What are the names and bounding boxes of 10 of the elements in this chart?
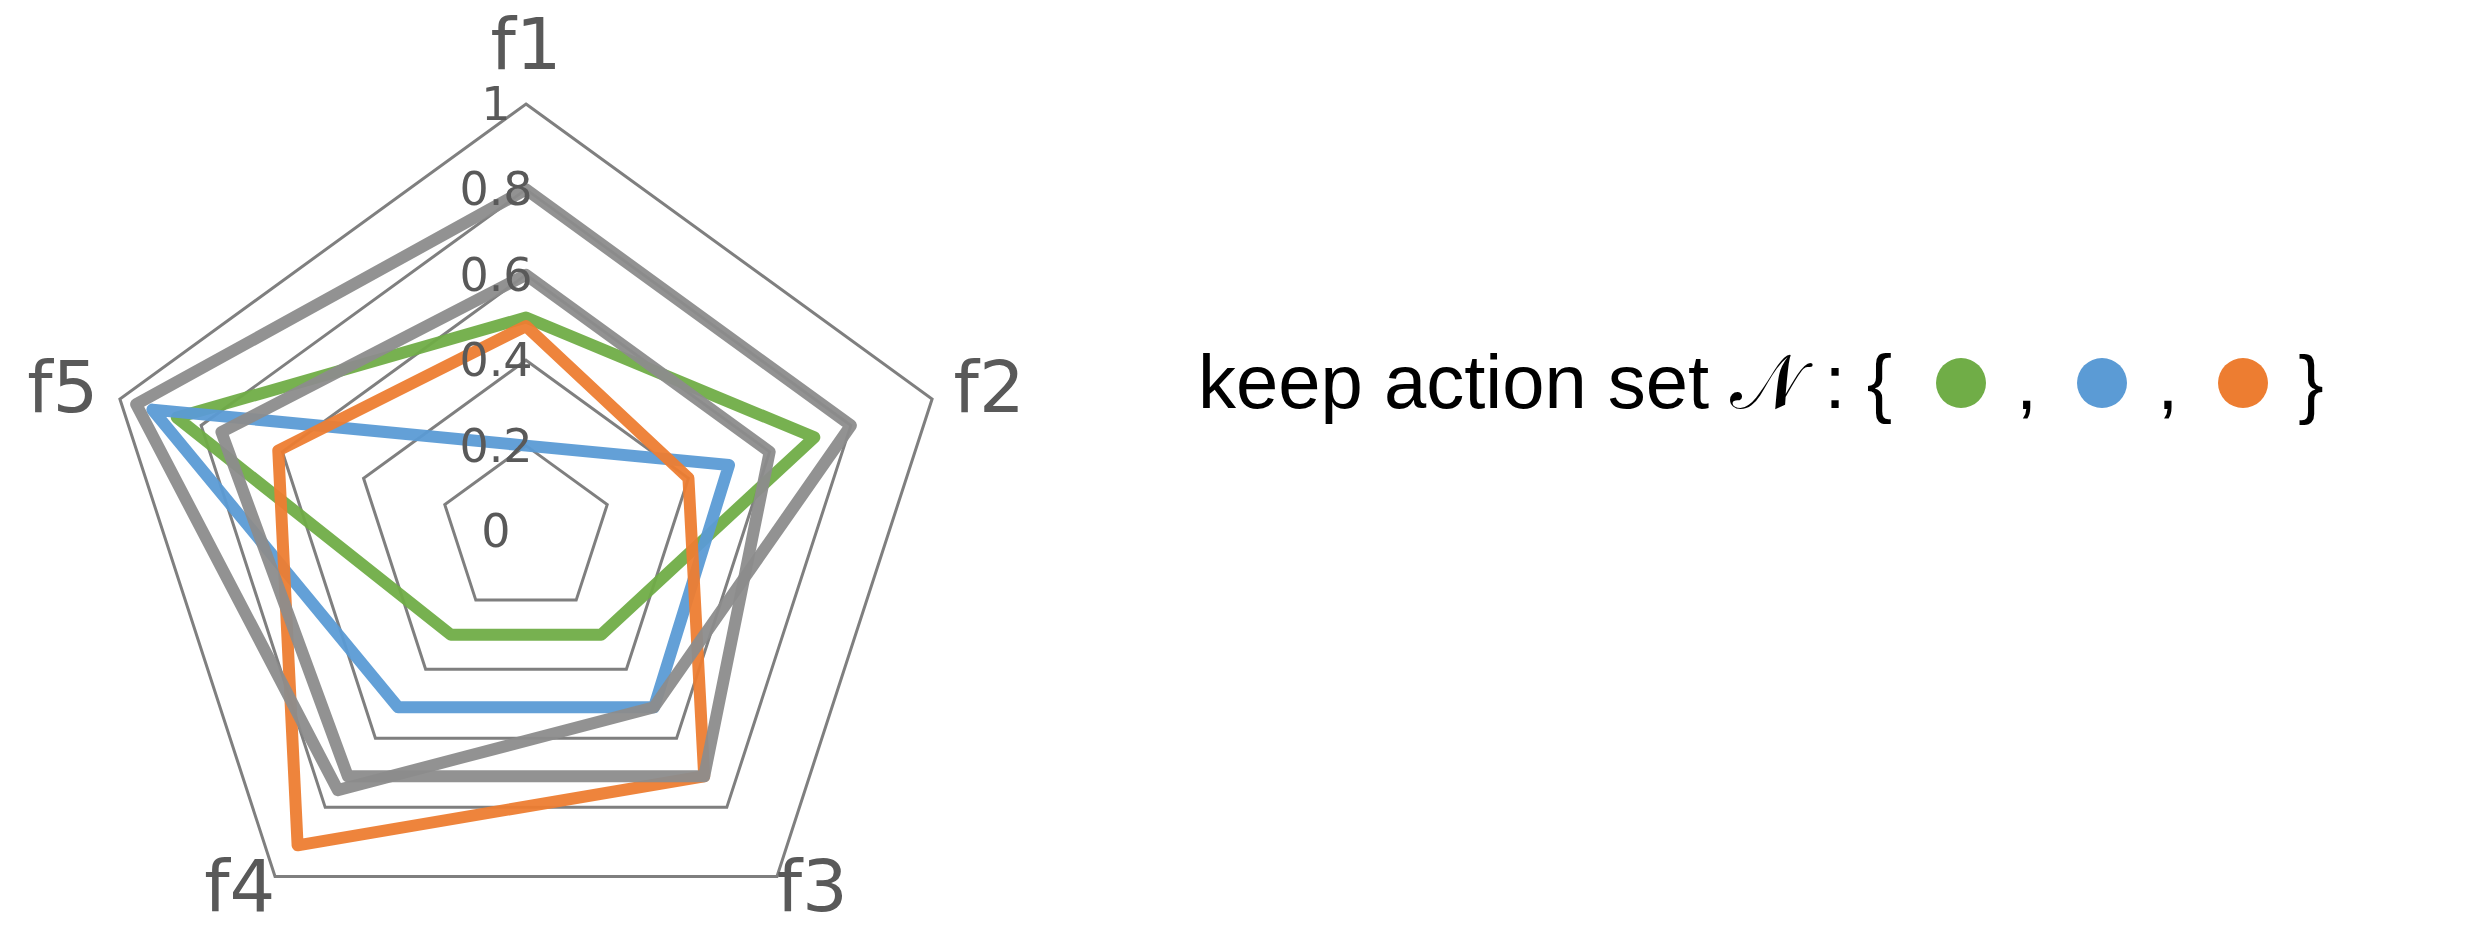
text: , <box>2016 339 2038 426</box>
spoke-label: f2 <box>953 344 1025 429</box>
spoke-label: f4 <box>204 844 276 928</box>
text: } <box>2298 339 2324 426</box>
spoke-label: f3 <box>776 844 848 928</box>
y-tick-label: 0 <box>481 504 511 558</box>
spoke-label: f5 <box>27 344 99 429</box>
text: , <box>2157 339 2179 426</box>
y-tick-label: 0.8 <box>459 162 533 217</box>
legend-title: keep action set 𝒩 : { <box>1198 338 1893 426</box>
